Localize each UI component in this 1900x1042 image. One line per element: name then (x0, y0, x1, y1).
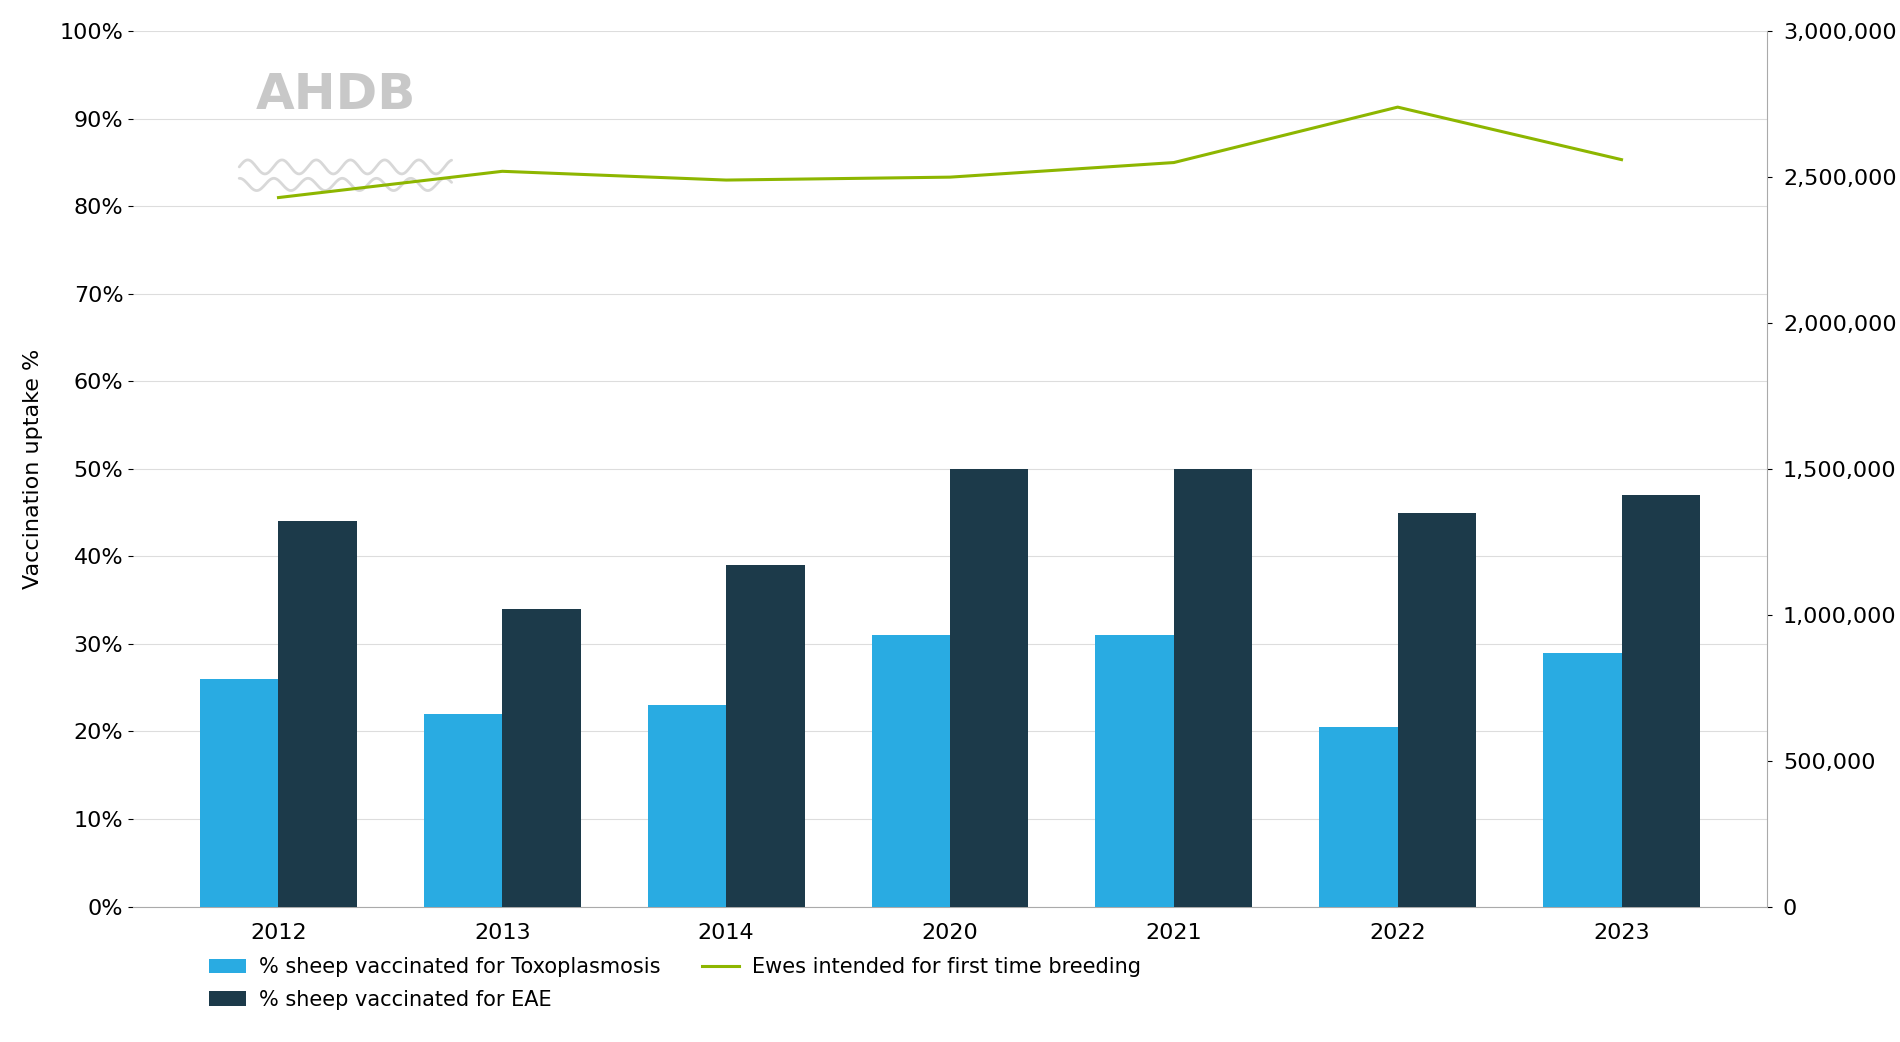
Bar (424, 714, 502, 907)
Text: AHDB: AHDB (255, 71, 416, 119)
Bar (279, 521, 357, 907)
Line: Ewes intended for first time breeding: Ewes intended for first time breeding (279, 107, 1621, 198)
Ewes intended for first time breeding (490, 165, 513, 177)
Bar (1174, 469, 1252, 907)
Ewes intended for first time breeding (268, 192, 291, 204)
Ewes intended for first time breeding (1163, 156, 1186, 169)
Bar (1096, 636, 1174, 907)
Ewes intended for first time breeding (939, 171, 961, 183)
Bar (200, 679, 279, 907)
Bar (502, 609, 581, 907)
Ewes intended for first time breeding (714, 174, 737, 187)
Bar (950, 469, 1028, 907)
Legend: % sheep vaccinated for Toxoplasmosis, % sheep vaccinated for EAE, Ewes intended : % sheep vaccinated for Toxoplasmosis, % … (209, 958, 1140, 1010)
Bar (872, 636, 950, 907)
Bar (1319, 727, 1398, 907)
Bar (1621, 495, 1700, 907)
Bar (1398, 513, 1476, 907)
Bar (1543, 652, 1621, 907)
Bar (648, 705, 726, 907)
Ewes intended for first time breeding (1609, 153, 1632, 166)
Y-axis label: Vaccination uptake %: Vaccination uptake % (23, 349, 42, 589)
Ewes intended for first time breeding (1387, 101, 1410, 114)
Bar (726, 565, 804, 907)
